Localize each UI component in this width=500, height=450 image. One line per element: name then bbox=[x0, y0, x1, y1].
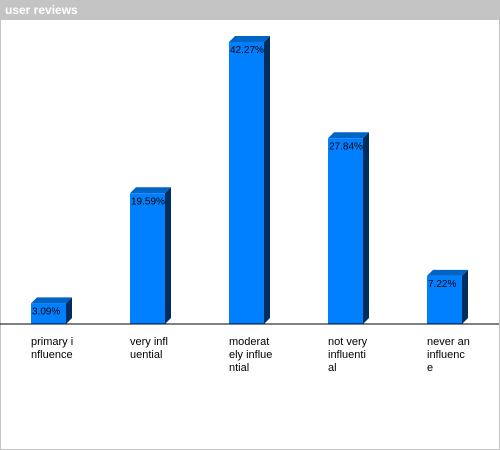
bar-top-3 bbox=[229, 36, 270, 42]
bar-4: 27.84% bbox=[328, 132, 369, 324]
category-label: primary influence bbox=[31, 336, 74, 361]
bar-value-label: 42.27% bbox=[230, 45, 264, 56]
title-bar: user reviews bbox=[1, 1, 499, 20]
bar-front-2 bbox=[130, 193, 165, 324]
bar-top-2 bbox=[130, 187, 171, 194]
bar-front-3 bbox=[229, 42, 264, 324]
bar-side-2 bbox=[165, 187, 171, 324]
bar-front-1 bbox=[31, 303, 66, 324]
bar-3: 42.27% bbox=[229, 36, 270, 324]
bar-value-label: 19.59% bbox=[131, 196, 165, 207]
bar-top-5 bbox=[427, 269, 468, 276]
bar-5: 7.22% bbox=[427, 269, 468, 324]
chart-title: user reviews bbox=[5, 3, 78, 17]
bar-1: 3.09% bbox=[31, 297, 72, 324]
bar-side-3 bbox=[264, 36, 270, 324]
category-label: moderately influential bbox=[229, 336, 273, 374]
bar-side-1 bbox=[66, 297, 72, 324]
bar-2: 19.59% bbox=[130, 187, 171, 324]
category-label: never an influence bbox=[427, 336, 470, 374]
category-label: not very influential bbox=[328, 336, 368, 374]
category-label: very influential bbox=[130, 336, 168, 361]
bar-value-label: 27.84% bbox=[329, 141, 363, 152]
bar-side-4 bbox=[363, 132, 369, 324]
bar-front-4 bbox=[328, 138, 363, 324]
bar-side-5 bbox=[462, 269, 468, 324]
bar-value-label: 7.22% bbox=[428, 279, 456, 290]
bar-top-4 bbox=[328, 132, 369, 139]
bar-front-5 bbox=[427, 275, 462, 324]
bar-top-1 bbox=[31, 297, 72, 304]
bar-value-label: 3.09% bbox=[32, 306, 60, 317]
